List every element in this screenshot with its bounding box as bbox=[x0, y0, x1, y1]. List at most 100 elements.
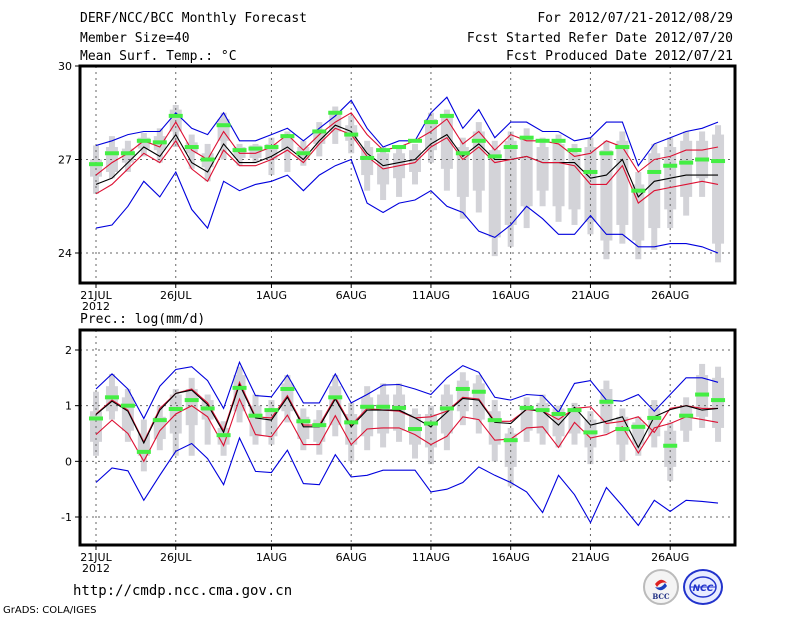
observed-marker bbox=[312, 423, 327, 428]
ncc-logo: NCC bbox=[683, 569, 723, 605]
observed-marker bbox=[344, 420, 359, 425]
observed-marker bbox=[567, 408, 582, 413]
x-tick-label: 21AUG bbox=[571, 551, 609, 564]
observed-marker bbox=[408, 427, 422, 432]
x-year-label: 2012 bbox=[82, 300, 110, 313]
observed-marker bbox=[392, 405, 407, 410]
x-tick-label: 26JUL bbox=[160, 289, 192, 302]
member-iqr-box bbox=[185, 388, 198, 426]
observed-marker bbox=[296, 151, 311, 156]
observed-marker bbox=[711, 398, 726, 403]
observed-marker bbox=[248, 146, 263, 151]
observed-marker bbox=[216, 433, 231, 438]
member-iqr-box bbox=[233, 375, 246, 412]
member-iqr-box bbox=[680, 405, 693, 431]
lower-spread-line bbox=[95, 397, 719, 463]
member-iqr-box bbox=[664, 430, 677, 467]
observed-marker bbox=[503, 145, 518, 150]
observed-marker bbox=[647, 169, 662, 174]
svg-text:NCC: NCC bbox=[693, 584, 714, 594]
observed-marker bbox=[89, 162, 103, 167]
x-tick-label: 11AUG bbox=[412, 289, 450, 302]
ensemble-max-line bbox=[95, 96, 719, 167]
ensemble-min-line bbox=[95, 436, 719, 527]
observed-marker bbox=[392, 145, 407, 150]
member-iqr-box bbox=[568, 153, 581, 210]
member-iqr-box bbox=[536, 147, 549, 191]
observed-marker bbox=[104, 395, 119, 400]
member-size-label: Member Size=40 bbox=[80, 31, 190, 46]
observed-marker bbox=[423, 421, 438, 426]
observed-marker bbox=[376, 404, 391, 409]
observed-marker bbox=[89, 416, 103, 421]
x-tick-label: 1AUG bbox=[256, 289, 287, 302]
observed-marker bbox=[583, 169, 598, 174]
observed-marker bbox=[200, 157, 215, 162]
observed-marker bbox=[471, 389, 486, 394]
observed-marker bbox=[599, 399, 614, 404]
observed-marker bbox=[711, 159, 726, 164]
member-iqr-box bbox=[712, 134, 725, 244]
observed-marker bbox=[232, 148, 247, 153]
x-tick-label: 11AUG bbox=[412, 551, 450, 564]
member-iqr-box bbox=[153, 416, 166, 440]
member-iqr-box bbox=[281, 134, 294, 151]
y-tick-label: 2 bbox=[65, 344, 72, 357]
observed-marker bbox=[184, 398, 199, 403]
observed-marker bbox=[695, 392, 710, 397]
observed-marker bbox=[216, 123, 231, 128]
observed-marker bbox=[376, 148, 391, 153]
member-iqr-box bbox=[712, 377, 725, 428]
observed-marker bbox=[344, 132, 359, 137]
x-tick-label: 26JUL bbox=[160, 551, 192, 564]
observed-marker bbox=[647, 415, 662, 420]
lower-spread-line bbox=[95, 127, 719, 204]
plot-frame bbox=[78, 328, 737, 547]
member-iqr-box bbox=[121, 148, 134, 163]
member-iqr-box bbox=[440, 115, 453, 169]
observed-marker bbox=[408, 138, 422, 143]
member-iqr-box bbox=[536, 402, 549, 434]
member-iqr-box bbox=[488, 150, 501, 238]
x-tick-label: 26AUG bbox=[651, 551, 689, 564]
x-tick-label: 16AUG bbox=[492, 551, 530, 564]
observed-marker bbox=[439, 406, 454, 411]
observed-marker bbox=[551, 138, 566, 143]
ensemble-mean-line bbox=[95, 124, 718, 198]
observed-marker bbox=[535, 138, 550, 143]
observed-marker bbox=[679, 160, 694, 165]
observed-marker bbox=[136, 449, 151, 454]
observed-marker bbox=[184, 145, 199, 150]
observed-marker bbox=[136, 138, 151, 143]
observed-marker bbox=[455, 151, 470, 156]
member-iqr-box bbox=[361, 397, 374, 437]
member-iqr-box bbox=[456, 380, 469, 412]
y-tick-label: -1 bbox=[61, 511, 72, 524]
member-iqr-box bbox=[313, 419, 326, 442]
member-iqr-box bbox=[600, 150, 613, 241]
member-iqr-box bbox=[137, 137, 150, 149]
produced-date: Fcst Produced Date 2012/07/21 bbox=[506, 49, 733, 64]
observed-marker bbox=[599, 151, 614, 156]
observed-marker bbox=[232, 385, 247, 390]
x-tick-label: 6AUG bbox=[336, 289, 367, 302]
observed-marker bbox=[360, 155, 375, 160]
observed-marker bbox=[264, 408, 279, 413]
observed-marker bbox=[631, 424, 646, 429]
member-iqr-box bbox=[520, 137, 533, 207]
bcc-swirl-icon: BCC bbox=[652, 579, 670, 601]
x-year-label: 2012 bbox=[82, 562, 110, 575]
footer-url[interactable]: http://cmdp.ncc.cma.gov.cn bbox=[73, 583, 293, 599]
x-tick-label: 6AUG bbox=[336, 551, 367, 564]
observed-marker bbox=[328, 395, 343, 400]
observed-marker bbox=[280, 134, 295, 139]
ensemble-max-line bbox=[95, 360, 719, 420]
x-tick-label: 16AUG bbox=[492, 289, 530, 302]
observed-marker bbox=[312, 129, 327, 134]
temperature-panel-title: Mean Surf. Temp.: °C bbox=[80, 49, 237, 64]
observed-marker bbox=[567, 148, 582, 153]
observed-marker bbox=[583, 430, 598, 435]
member-iqr-box bbox=[361, 147, 374, 176]
temperature-panel: 24 27 30 21JUL 26JUL 1AUG 6AUG 11AUG 16AUG 21AUG 2… bbox=[58, 60, 737, 313]
observed-marker bbox=[296, 419, 311, 424]
